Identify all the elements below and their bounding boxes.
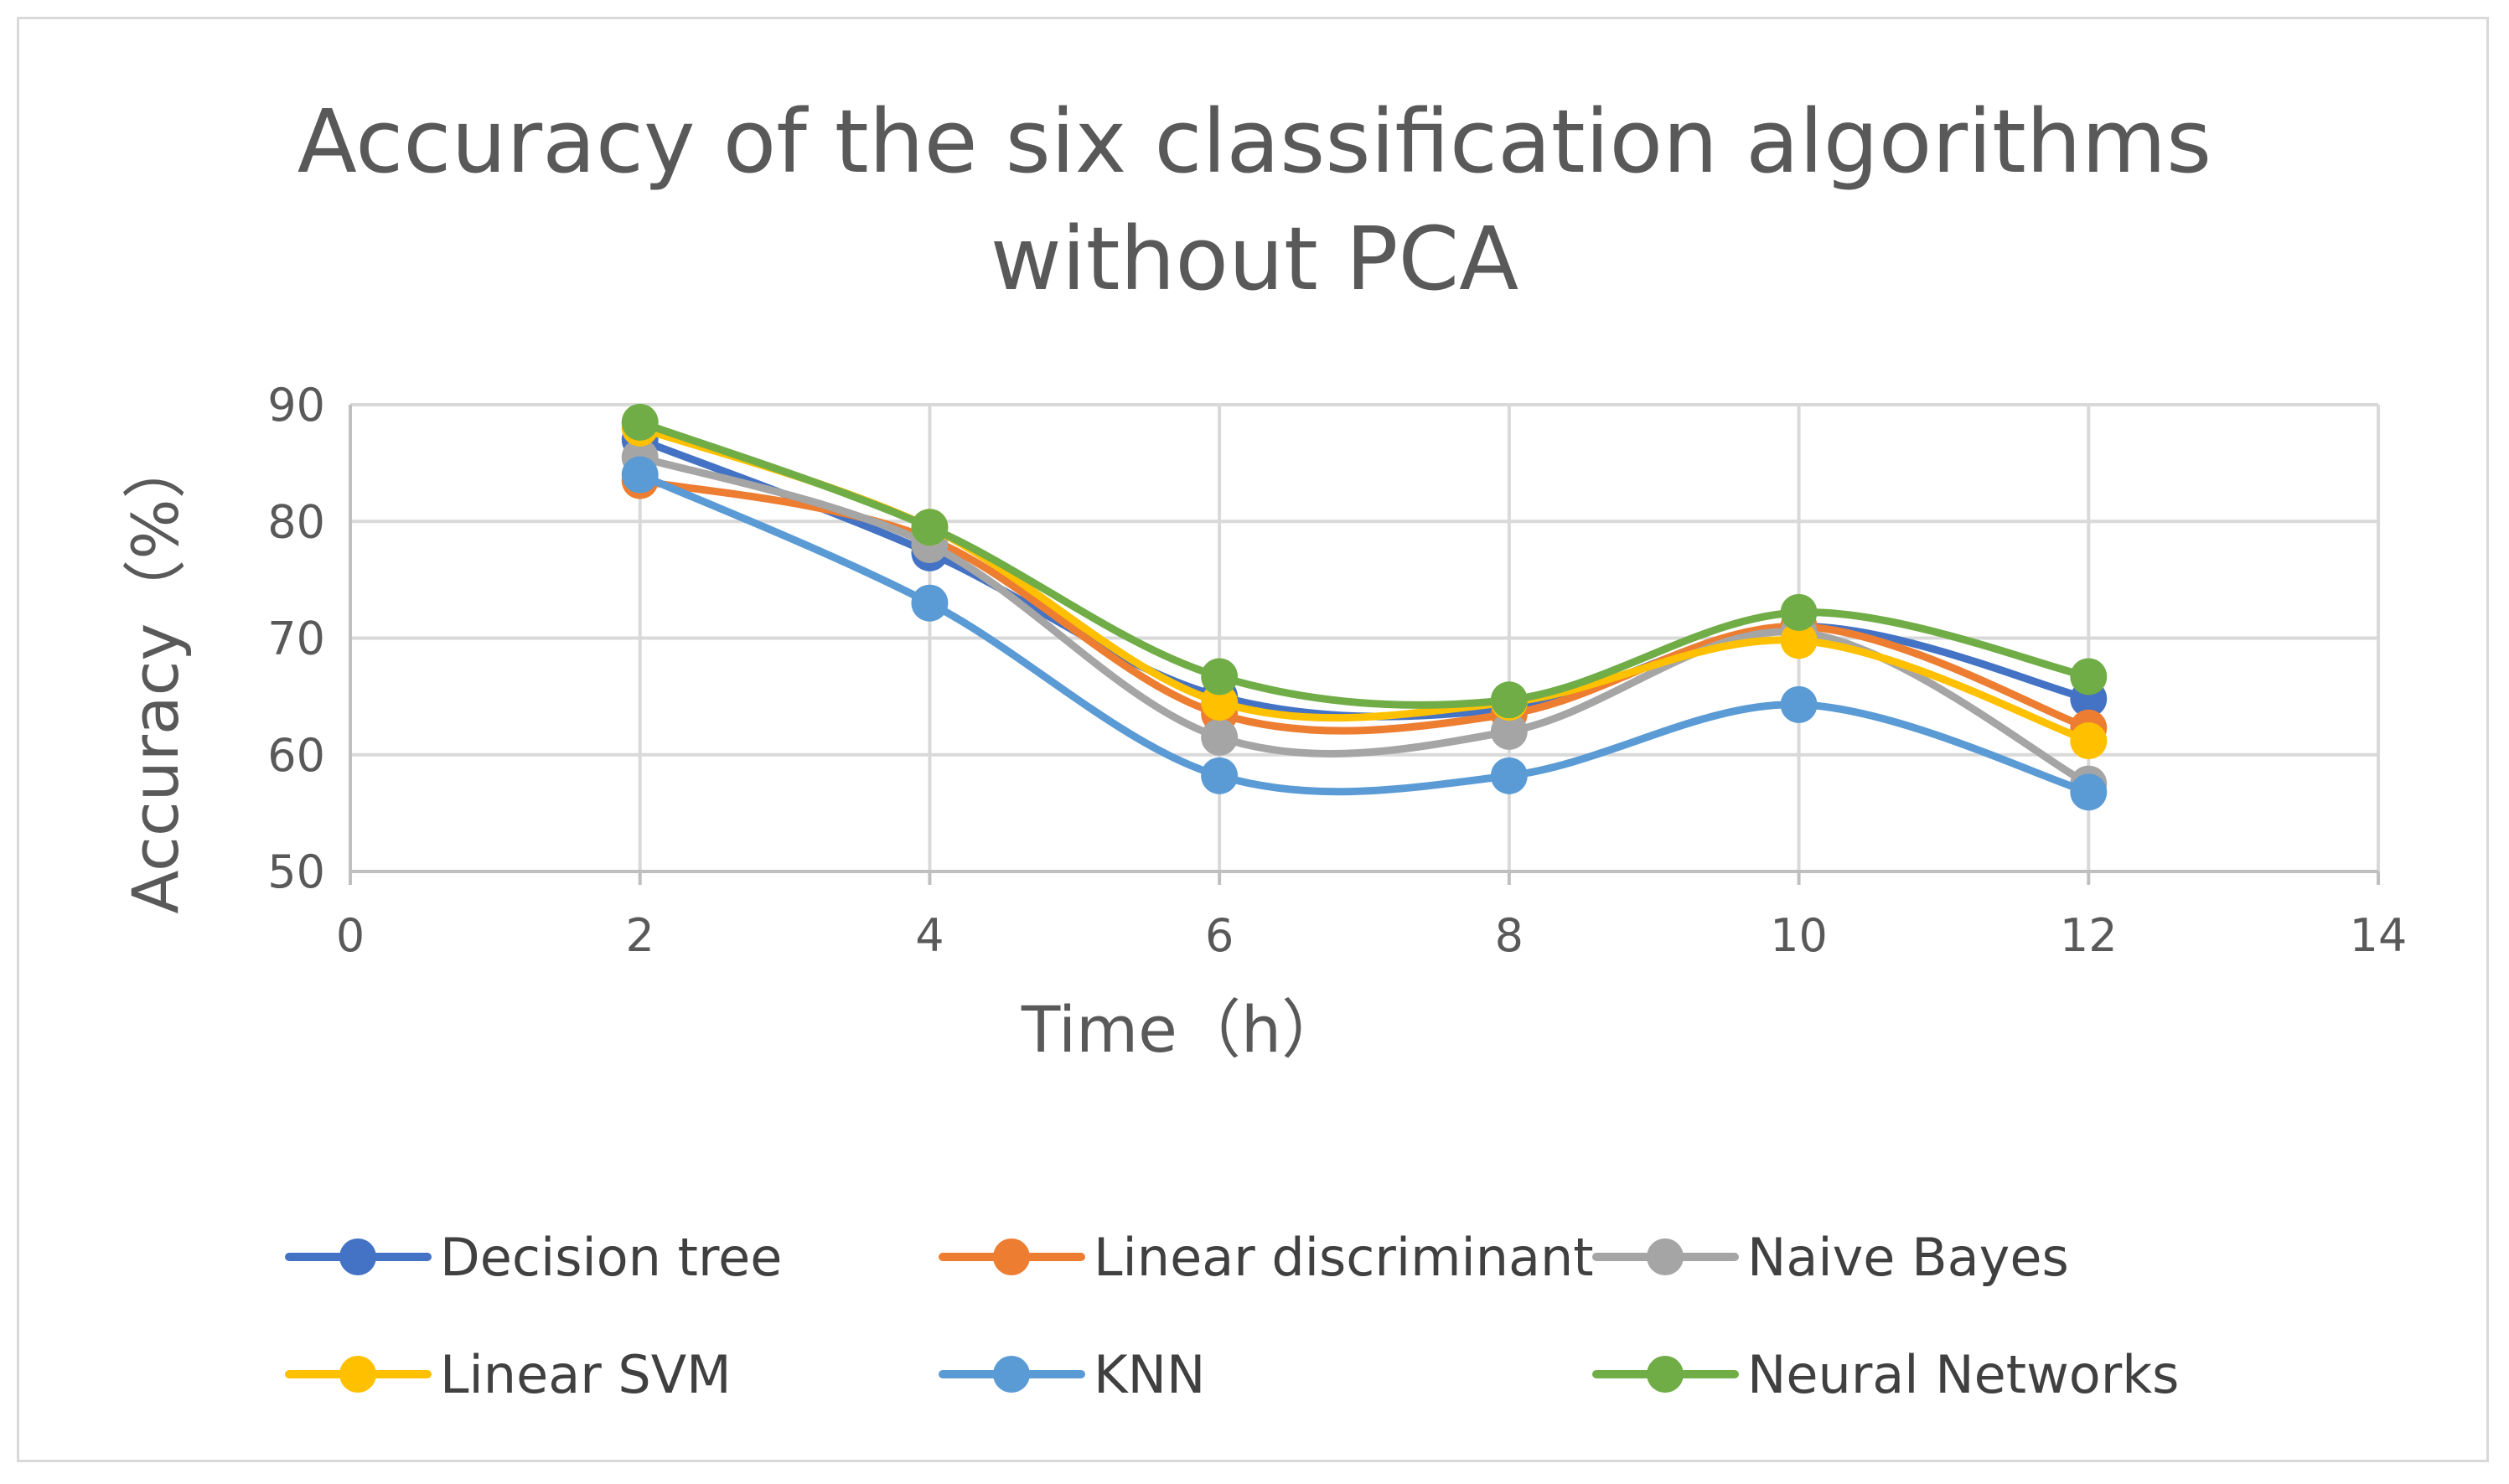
x-axis-title: Time（h） bbox=[1021, 992, 1345, 1067]
legend-label: Neural Networks bbox=[1747, 1344, 2179, 1405]
chart-title: Accuracy of the six classification algor… bbox=[297, 90, 2212, 310]
x-tick-label: 14 bbox=[2350, 909, 2408, 962]
chart-frame bbox=[17, 17, 2489, 1462]
legend-entry-knn: KNN bbox=[939, 1344, 1205, 1405]
legend-entry-linear-svm: Linear SVM bbox=[285, 1344, 732, 1405]
series-neural-networks bbox=[621, 403, 2108, 719]
chart-title-line-1: Accuracy of the six classification algor… bbox=[297, 90, 2212, 193]
x-tick-label: 2 bbox=[626, 909, 654, 962]
x-tick-label: 0 bbox=[336, 909, 365, 962]
series-line bbox=[636, 436, 2093, 721]
y-axis-title: Accuracy（%） bbox=[118, 435, 193, 913]
series-line bbox=[636, 471, 2093, 796]
legend-entry-naive-bayes: Naive Bayes bbox=[1592, 1227, 2069, 1288]
x-tick-label: 10 bbox=[1770, 909, 1828, 962]
data-point bbox=[1201, 718, 1239, 756]
data-point bbox=[1201, 684, 1239, 721]
tick-labels: 50 60 70 80 90 0 2 4 6 8 10 12 14 bbox=[267, 379, 2407, 962]
legend: Decision tree Linear discriminant Naive Ba… bbox=[285, 1227, 2179, 1405]
series-decision-tree bbox=[621, 421, 2108, 727]
data-point bbox=[1201, 658, 1239, 695]
y-tick-label: 90 bbox=[267, 379, 325, 432]
series-line bbox=[636, 418, 2093, 709]
legend-label: Linear SVM bbox=[440, 1344, 732, 1405]
data-point bbox=[1490, 757, 1528, 794]
legend-entry-decision-tree: Decision tree bbox=[285, 1227, 782, 1288]
legend-marker bbox=[1647, 1238, 1684, 1275]
legend-marker bbox=[1647, 1356, 1684, 1393]
y-tick-label: 60 bbox=[267, 729, 325, 782]
series-line bbox=[636, 453, 2093, 789]
data-point bbox=[2070, 658, 2108, 695]
data-point bbox=[2070, 773, 2108, 811]
series-knn bbox=[621, 456, 2108, 811]
series-line bbox=[636, 424, 2093, 745]
data-point bbox=[621, 403, 659, 441]
y-tick-label: 80 bbox=[267, 495, 325, 548]
data-point bbox=[1780, 593, 1818, 631]
x-tick-label: 6 bbox=[1205, 909, 1234, 962]
legend-marker bbox=[339, 1356, 376, 1393]
data-point bbox=[1490, 681, 1528, 719]
x-tick-label: 8 bbox=[1495, 909, 1524, 962]
data-point bbox=[911, 509, 949, 546]
legend-label: Linear discriminant bbox=[1094, 1227, 1594, 1288]
x-tick-label: 12 bbox=[2060, 909, 2118, 962]
data-point bbox=[1490, 712, 1528, 750]
data-point bbox=[1780, 685, 1818, 723]
y-tick-label: 50 bbox=[267, 845, 325, 898]
legend-marker bbox=[339, 1238, 376, 1275]
data-point bbox=[621, 456, 659, 494]
data-point bbox=[1201, 757, 1239, 794]
chart-title-line-2: without PCA bbox=[991, 208, 1519, 310]
data-point bbox=[911, 584, 949, 622]
legend-label: Decision tree bbox=[440, 1227, 782, 1288]
legend-label: Naive Bayes bbox=[1747, 1227, 2069, 1288]
y-tick-label: 70 bbox=[267, 613, 325, 665]
legend-entry-neural-networks: Neural Networks bbox=[1592, 1344, 2179, 1405]
data-point bbox=[1780, 622, 1818, 659]
legend-marker bbox=[993, 1238, 1030, 1275]
legend-marker bbox=[993, 1356, 1030, 1393]
x-tick-label: 4 bbox=[915, 909, 944, 962]
legend-entry-linear-discriminant: Linear discriminant bbox=[939, 1227, 1594, 1288]
legend-label: KNN bbox=[1094, 1344, 1205, 1405]
axes bbox=[349, 405, 2380, 885]
data-point bbox=[2070, 722, 2108, 760]
series bbox=[621, 403, 2108, 811]
